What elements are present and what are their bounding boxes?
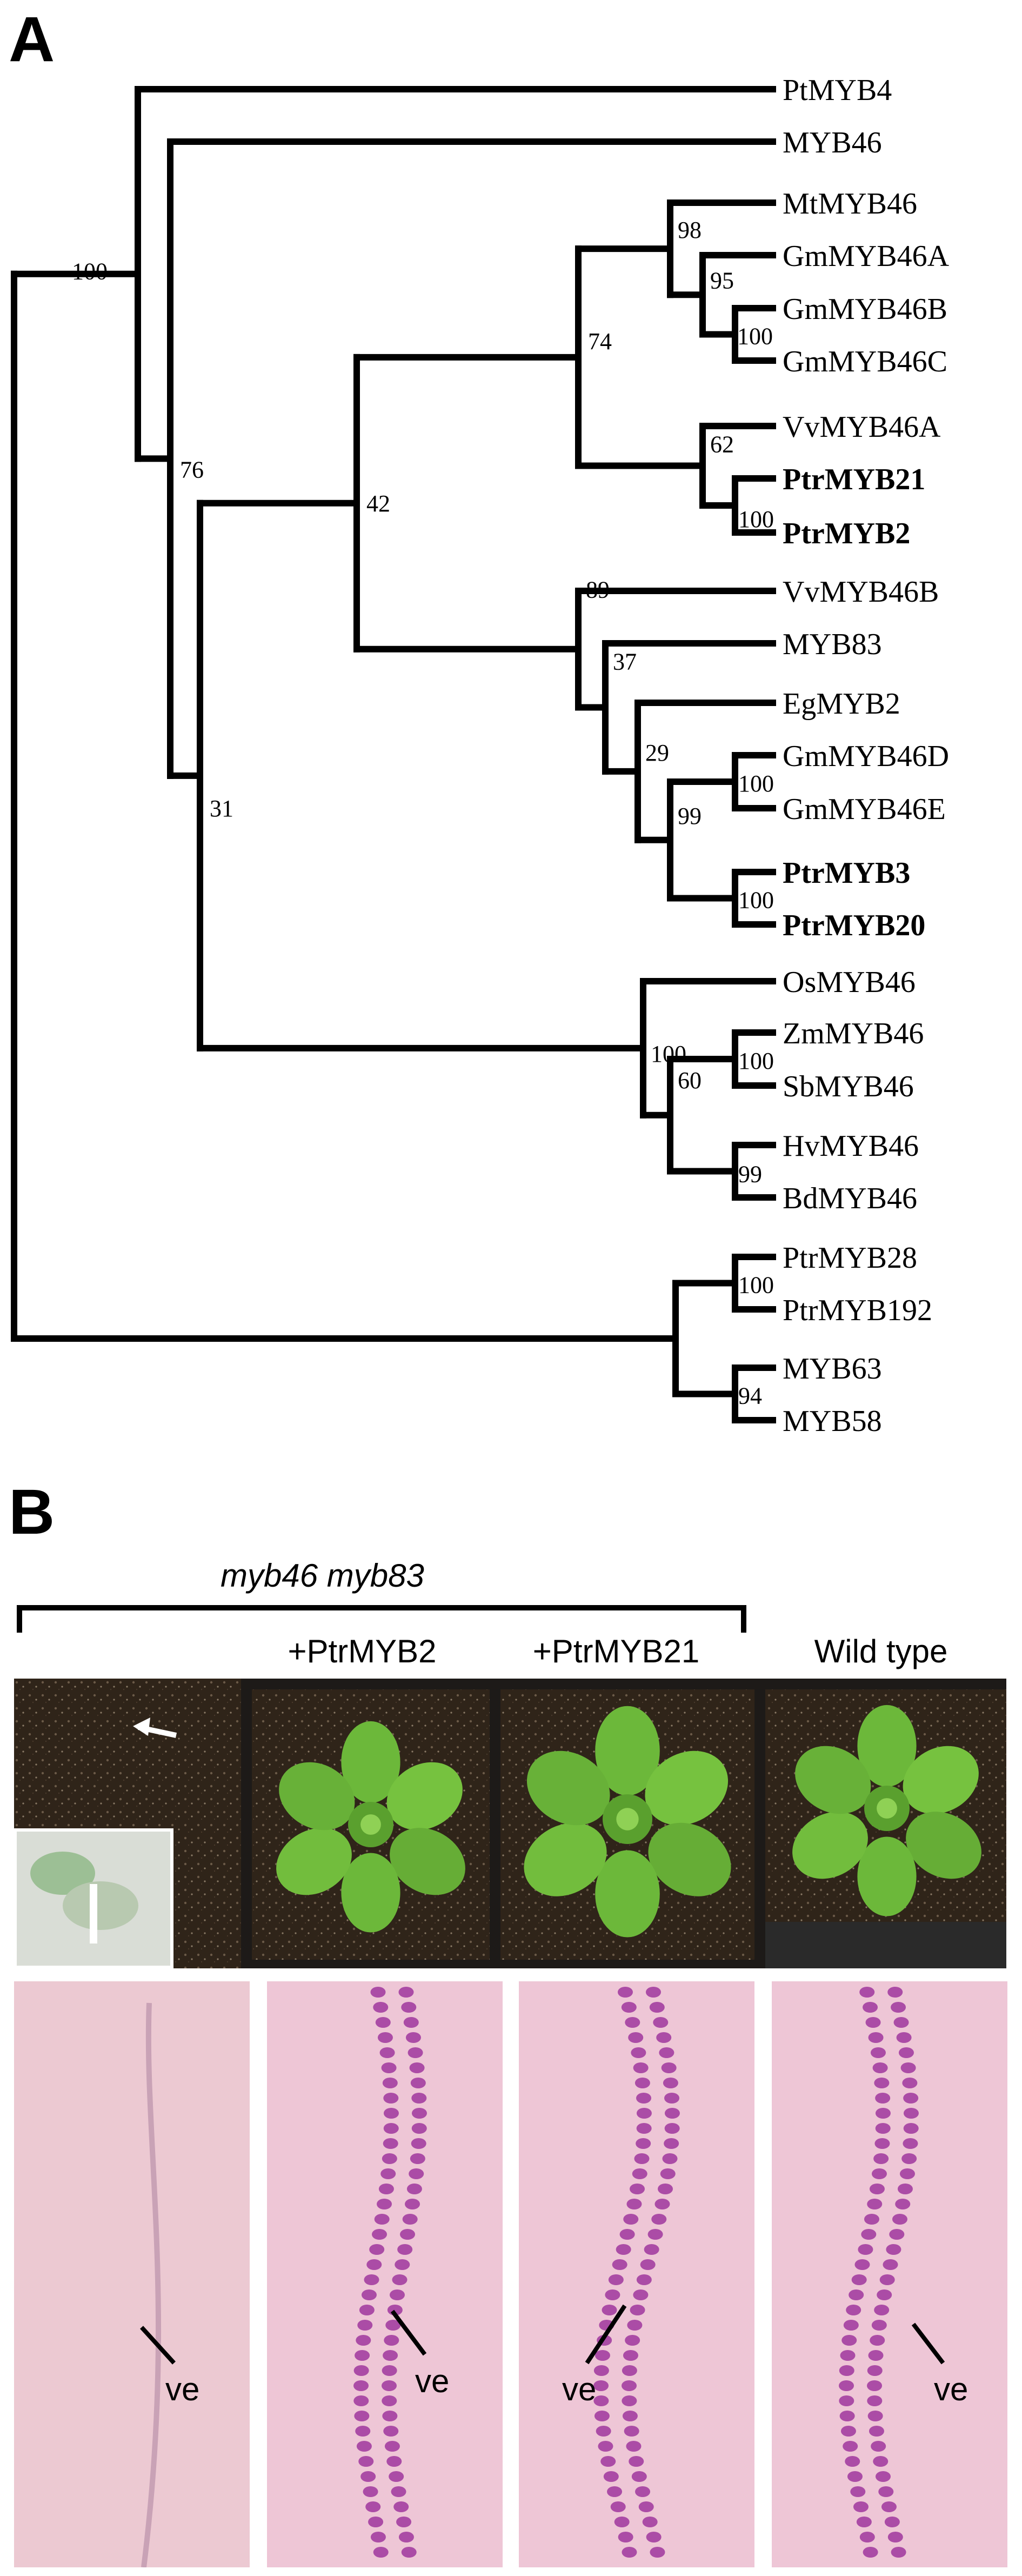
column-label-ptrmyb21: +PtrMYB21 <box>532 1633 700 1669</box>
tree-leaf-label: SbMYB46 <box>783 1070 914 1103</box>
tree-leaf-label: PtrMYB20 <box>783 909 925 942</box>
ve-label-mutant: ve <box>165 2371 200 2407</box>
bootstrap-value: 100 <box>651 1041 686 1067</box>
bootstrap-value: 42 <box>366 490 390 517</box>
tree-leaf-label: PtrMYB21 <box>783 463 925 496</box>
ve-label-ptrmyb21: ve <box>562 2371 597 2407</box>
tree-leaf-label: EgMYB2 <box>783 687 900 721</box>
bootstrap-value: 95 <box>710 267 734 294</box>
micrograph-mutant <box>14 1981 250 2567</box>
bootstrap-value: 100 <box>738 1048 774 1074</box>
mutant-group-label: myb46 myb83 <box>221 1557 424 1594</box>
phylogenetic-tree: PtMYB4 MYB46 MtMYB46 GmMYB46A GmMYB46B GmMYB4… <box>11 74 950 1438</box>
tree-leaf-label: ZmMYB46 <box>783 1017 924 1050</box>
tree-leaf-label: MYB83 <box>783 628 882 661</box>
tree-leaf-label: PtMYB4 <box>783 74 892 107</box>
tree-leaf-label: GmMYB46B <box>783 292 947 326</box>
plant-photo-strip <box>14 1679 1006 1968</box>
bootstrap-value: 100 <box>738 770 774 797</box>
bootstrap-value: 100 <box>72 258 108 285</box>
panel-b-label: B <box>9 1476 55 1548</box>
tree-leaf-label: MYB58 <box>783 1405 882 1438</box>
tree-leaf-label: PtrMYB28 <box>783 1241 917 1275</box>
panel-a-label: A <box>9 4 55 75</box>
bootstrap-value: 100 <box>738 1272 774 1299</box>
column-label-ptrmyb2: +PtrMYB2 <box>288 1633 437 1669</box>
tree-leaf-label: MtMYB46 <box>783 187 917 221</box>
bootstrap-value: 37 <box>613 648 637 675</box>
bootstrap-value: 89 <box>586 577 610 603</box>
micrograph-ptrmyb2 <box>267 1981 503 2567</box>
tree-leaf-label: OsMYB46 <box>783 966 916 999</box>
column-label-wild-type: Wild type <box>814 1633 948 1669</box>
tree-leaf-label: GmMYB46A <box>783 239 950 273</box>
tree-leaf-label: MYB46 <box>783 126 882 159</box>
bootstrap-value: 74 <box>588 328 612 355</box>
tree-leaf-label: GmMYB46C <box>783 345 947 378</box>
ve-label-ptrmyb2: ve <box>415 2363 450 2399</box>
bootstrap-value: 60 <box>678 1067 702 1094</box>
ve-label-wild-type: ve <box>934 2371 968 2407</box>
bootstrap-value: 98 <box>678 217 702 243</box>
bootstrap-value: 99 <box>738 1161 762 1188</box>
bootstrap-value: 100 <box>738 506 774 532</box>
tree-leaf-label: MYB63 <box>783 1352 882 1386</box>
bootstrap-value: 100 <box>738 887 774 914</box>
bootstrap-value: 100 <box>737 323 773 350</box>
ve-pointers <box>140 2304 945 2365</box>
mutant-group-bracket <box>17 1605 746 1633</box>
tree-leaf-label: PtrMYB2 <box>783 517 910 550</box>
micrograph-wild-type <box>772 1981 1007 2567</box>
tree-leaf-label: GmMYB46E <box>783 793 946 826</box>
bootstrap-value: 62 <box>710 431 734 458</box>
tree-leaf-label: BdMYB46 <box>783 1182 917 1215</box>
tree-leaf-label: PtrMYB3 <box>783 856 910 890</box>
bootstrap-value: 94 <box>738 1383 762 1409</box>
tree-leaf-label: GmMYB46D <box>783 740 949 773</box>
bootstrap-value: 29 <box>645 740 669 766</box>
micrograph-ptrmyb21 <box>519 1981 754 2567</box>
tree-leaf-label: PtrMYB192 <box>783 1294 932 1327</box>
tree-leaf-label: VvMYB46B <box>783 575 939 609</box>
tree-leaf-label: VvMYB46A <box>783 410 941 444</box>
bootstrap-value: 99 <box>678 803 702 829</box>
bootstrap-value: 76 <box>180 456 204 483</box>
tree-leaf-label: HvMYB46 <box>783 1129 919 1163</box>
bootstrap-value: 31 <box>210 795 233 822</box>
